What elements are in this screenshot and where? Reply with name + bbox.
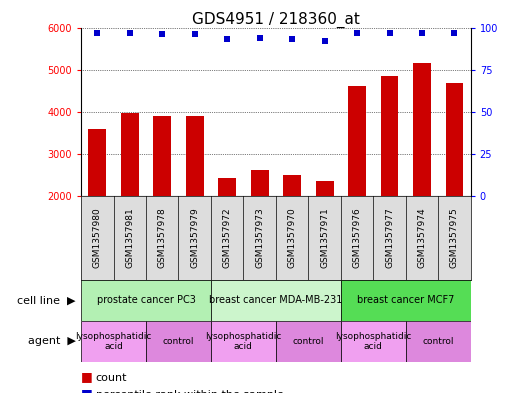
Text: percentile rank within the sample: percentile rank within the sample [96, 390, 283, 393]
Text: GSM1357973: GSM1357973 [255, 207, 264, 268]
Point [126, 29, 134, 36]
Point [190, 31, 199, 37]
Point [93, 29, 101, 36]
Text: count: count [96, 373, 127, 383]
Bar [406, 321, 471, 362]
Point [353, 29, 361, 36]
Text: lysophosphatidic
acid: lysophosphatidic acid [75, 332, 152, 351]
Bar [341, 280, 471, 321]
Text: cell line  ▶: cell line ▶ [17, 295, 76, 305]
Bar [381, 76, 399, 280]
Text: GSM1357972: GSM1357972 [223, 207, 232, 268]
Point [418, 29, 426, 36]
Text: GSM1357980: GSM1357980 [93, 207, 102, 268]
Text: breast cancer MDA-MB-231: breast cancer MDA-MB-231 [209, 295, 343, 305]
Point [385, 29, 394, 36]
Text: GSM1357974: GSM1357974 [417, 207, 426, 268]
Bar [211, 280, 341, 321]
Point [255, 35, 264, 41]
Text: agent  ▶: agent ▶ [28, 336, 76, 346]
Title: GDS4951 / 218360_at: GDS4951 / 218360_at [192, 11, 360, 28]
Point [450, 29, 459, 36]
Point [158, 31, 166, 37]
Bar [146, 321, 211, 362]
Point [223, 36, 231, 42]
Text: ■: ■ [81, 387, 97, 393]
Bar [81, 321, 146, 362]
Bar [348, 86, 366, 280]
Bar [186, 116, 203, 280]
Bar [341, 321, 406, 362]
Bar [413, 63, 431, 280]
Text: prostate cancer PC3: prostate cancer PC3 [97, 295, 196, 305]
Text: ■: ■ [81, 369, 97, 382]
Bar [276, 321, 341, 362]
Bar [211, 321, 276, 362]
Bar [316, 181, 334, 280]
Bar [283, 175, 301, 280]
Text: GSM1357981: GSM1357981 [126, 207, 134, 268]
Text: control: control [423, 337, 454, 346]
Bar [121, 113, 139, 280]
Point [288, 36, 297, 42]
Text: control: control [163, 337, 194, 346]
Text: GSM1357971: GSM1357971 [320, 207, 329, 268]
Bar [88, 129, 106, 280]
Bar [81, 280, 211, 321]
Text: control: control [292, 337, 324, 346]
Text: GSM1357979: GSM1357979 [190, 207, 199, 268]
Text: GSM1357978: GSM1357978 [158, 207, 167, 268]
Bar [251, 171, 269, 280]
Bar [218, 178, 236, 280]
Text: GSM1357970: GSM1357970 [288, 207, 297, 268]
Bar [446, 83, 463, 280]
Text: lysophosphatidic
acid: lysophosphatidic acid [335, 332, 412, 351]
Point [321, 38, 329, 44]
Text: lysophosphatidic
acid: lysophosphatidic acid [205, 332, 281, 351]
Text: GSM1357976: GSM1357976 [353, 207, 361, 268]
Text: GSM1357977: GSM1357977 [385, 207, 394, 268]
Text: GSM1357975: GSM1357975 [450, 207, 459, 268]
Text: breast cancer MCF7: breast cancer MCF7 [357, 295, 454, 305]
Bar [153, 116, 171, 280]
